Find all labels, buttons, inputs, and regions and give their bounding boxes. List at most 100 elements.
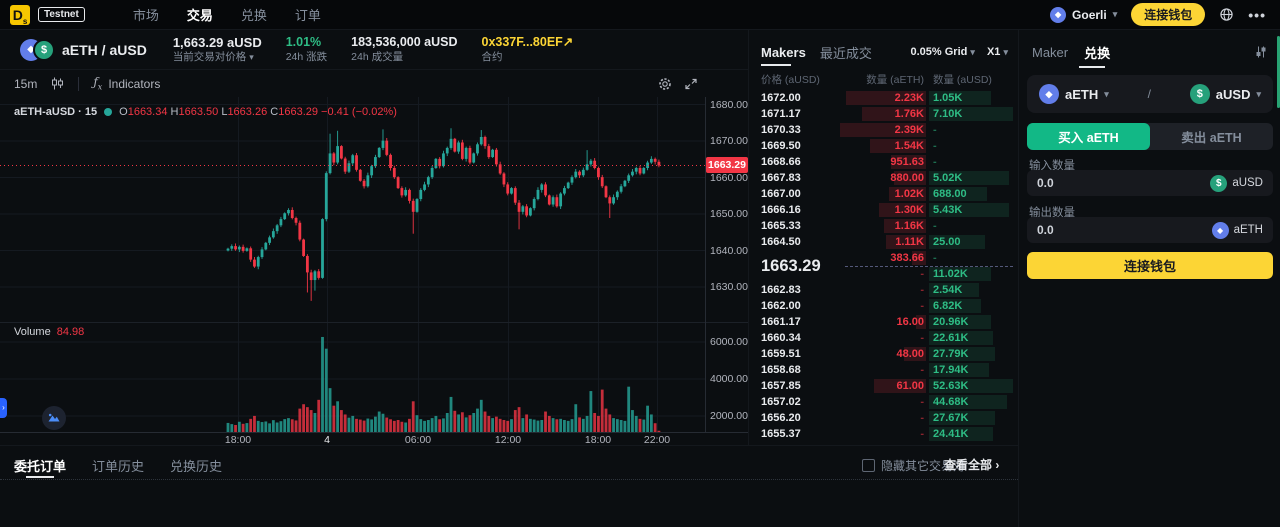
drawing-toolbar-handle[interactable]: › <box>0 398 7 418</box>
orderbook-row-ask[interactable]: 1669.50 1.54K - <box>749 138 1019 154</box>
orderbook-row-bid[interactable]: 1658.68 -17.94K <box>749 362 1019 378</box>
orderbook-row-ask[interactable]: 1667.00 1.02K 688.00 <box>749 186 1019 202</box>
output-amount-field[interactable] <box>1037 223 1177 237</box>
orderbook-row-ask[interactable]: 1664.50 1.11K 25.00 <box>749 234 1019 250</box>
sliders-filter-icon[interactable] <box>1254 45 1268 59</box>
candle-style-icon[interactable] <box>51 77 64 90</box>
orderbook-row-ask[interactable]: 1667.83 880.00 5.02K <box>749 170 1019 186</box>
orderbook-row-ask[interactable]: 383.66- <box>749 250 1019 266</box>
tab-makers[interactable]: Makers <box>761 44 806 60</box>
app-logo[interactable]: Ds <box>10 4 30 25</box>
volume-24h-label: 24h 成交量 <box>351 50 404 63</box>
multiplier-select[interactable]: X1 ▾ <box>986 46 1008 58</box>
input-token-chip: $ aUSD <box>1210 174 1263 192</box>
bid-depth-bar <box>929 203 1009 217</box>
quote-token-select[interactable]: $ aUSD ▾ <box>1189 84 1261 104</box>
ob-price-cell: 1657.85 <box>761 380 801 392</box>
ob-usd-cell: - <box>933 156 937 168</box>
orderbook-row-ask[interactable]: 1668.66 951.63- <box>749 154 1019 170</box>
ob-eth-cell: - <box>920 300 924 312</box>
hide-other-pairs-toggle[interactable]: 隐藏其它交易对 <box>862 457 965 474</box>
time-tick: 12:00 <box>494 434 522 446</box>
nav-item-orders[interactable]: 订单 <box>294 8 321 23</box>
ob-price-cell: 1667.83 <box>761 172 801 184</box>
price-tick: 1680.00 <box>710 98 748 111</box>
legend-change: −0.41 (−0.02%) <box>321 106 397 118</box>
fullscreen-icon[interactable] <box>684 77 698 91</box>
time-axis[interactable]: 18:00 4 06:00 12:00 18:00 22:00 <box>0 434 705 447</box>
makers-tab-underline <box>761 64 791 66</box>
orderbook-row-bid[interactable]: 1655.37 -24.41K <box>749 426 1019 442</box>
ob-usd-cell: 44.68K <box>933 396 969 408</box>
orderbook-row-bid[interactable]: 1662.00 -6.82K <box>749 298 1019 314</box>
input-amount-field[interactable] <box>1037 176 1177 190</box>
view-all-link[interactable]: 查看全部 › <box>944 458 1000 472</box>
bid-depth-bar <box>929 331 993 345</box>
ob-usd-cell: - <box>933 140 937 152</box>
network-selector[interactable]: ◆ Goerli ▾ <box>1050 6 1117 23</box>
connect-wallet-main-button[interactable]: 连接钱包 <box>1027 252 1273 279</box>
tab-open-orders[interactable]: 委托订单 <box>14 459 67 474</box>
ob-eth-cell: - <box>920 284 924 296</box>
chart-canvas[interactable] <box>0 70 748 445</box>
ob-price-cell: 1658.68 <box>761 364 801 376</box>
orderbook-row-ask[interactable]: 1672.00 2.23K 1.05K <box>749 90 1019 106</box>
orders-bottom-panel: 委托订单 订单历史 兑换历史 隐藏其它交易对 查看全部 › <box>0 445 1018 527</box>
orderbook-row-ask[interactable]: 1665.33 1.16K - <box>749 218 1019 234</box>
price-axis[interactable]: 1663.29 1680.00 1670.00 1660.00 1650.00 1640… <box>705 70 748 445</box>
orderbook-header: Makers 最近成交 0.05% Grid ▾ X1 ▾ <box>761 42 1008 66</box>
ob-price-cell: 1662.00 <box>761 300 801 312</box>
tab-swap[interactable]: 兑换 <box>1084 45 1111 61</box>
legend-dot-icon <box>104 108 113 116</box>
input-amount-label: 输入数量 <box>1029 160 1075 172</box>
bid-depth-bar <box>929 267 991 281</box>
volume-tick: 2000.00 <box>710 410 748 422</box>
grid-step-select[interactable]: 0.05% Grid ▾ <box>910 46 975 58</box>
orderbook-row-ask[interactable]: 1671.17 1.76K 7.10K <box>749 106 1019 122</box>
orderbook-row-bid[interactable]: 1660.34 -22.61K <box>749 330 1019 346</box>
orderbook-row-bid[interactable]: 1662.83 -2.54K <box>749 282 1019 298</box>
checkbox-icon[interactable] <box>862 459 875 472</box>
scrollbar-thumb[interactable] <box>1277 36 1280 108</box>
timeframe-button[interactable]: 15m <box>14 76 38 91</box>
bid-depth-bar <box>929 427 993 441</box>
connect-wallet-button[interactable]: 连接钱包 <box>1131 3 1206 26</box>
orderbook-row-ask[interactable]: 1666.16 1.30K 5.43K <box>749 202 1019 218</box>
chart-settings-gear-icon[interactable] <box>658 77 672 91</box>
tab-recent-trades[interactable]: 最近成交 <box>819 45 872 61</box>
orderbook-row-bid[interactable]: 1661.17 16.00 20.96K <box>749 314 1019 330</box>
orderbook-row-bid[interactable]: 1657.85 61.00 52.63K <box>749 378 1019 394</box>
volume-block: 183,536,000 aUSD 24h 成交量 <box>351 35 457 64</box>
orderbook-row-bid[interactable]: 1659.51 48.00 27.79K <box>749 346 1019 362</box>
tradingview-logo[interactable] <box>42 406 66 430</box>
indicators-fx-icon[interactable]: ƒx <box>93 75 103 92</box>
nav-item-markets[interactable]: 市场 <box>132 8 159 23</box>
contract-link[interactable]: 0x337F...80EF↗ <box>481 35 574 50</box>
globe-icon[interactable] <box>1219 7 1234 22</box>
ob-eth-cell: 383.66 <box>890 252 924 264</box>
chart-legend[interactable]: aETH-aUSD · 15 O1663.34 H1663.50 L1663.2… <box>14 106 397 118</box>
sell-button[interactable]: 卖出 aETH <box>1150 123 1273 150</box>
ob-price-cell: 1670.33 <box>761 124 801 136</box>
nav-item-swap[interactable]: 兑换 <box>240 8 267 23</box>
tab-order-history[interactable]: 订单历史 <box>92 459 145 474</box>
ob-price-cell: 1666.16 <box>761 204 801 216</box>
orderbook-row-bid[interactable]: 1656.20 -27.67K <box>749 410 1019 426</box>
ob-price-cell: 1671.17 <box>761 108 801 120</box>
pair-name[interactable]: aETH / aUSD <box>62 41 147 58</box>
buy-button[interactable]: 买入 aETH <box>1027 123 1150 150</box>
indicators-button[interactable]: Indicators <box>108 76 161 91</box>
nav-item-trade[interactable]: 交易 <box>186 8 213 23</box>
orderbook-selects: 0.05% Grid ▾ X1 ▾ <box>910 46 1008 58</box>
open-orders-tab-underline <box>26 476 54 478</box>
tab-swap-history[interactable]: 兑换历史 <box>170 459 223 474</box>
tab-maker[interactable]: Maker <box>1032 44 1069 60</box>
ob-price-cell: 1660.34 <box>761 332 801 344</box>
orderbook-row-ask[interactable]: 1670.33 2.39K - <box>749 122 1019 138</box>
swap-tab-underline <box>1079 66 1105 68</box>
base-token-select[interactable]: ◆ aETH ▾ <box>1039 84 1109 104</box>
more-menu-icon[interactable]: ••• <box>1248 6 1266 23</box>
orderbook-row-bid[interactable]: 1657.02 -44.68K <box>749 394 1019 410</box>
price-block[interactable]: 1,663.29 aUSD 当前交易对价格 ▾ <box>173 35 262 64</box>
orderbook-row-bid[interactable]: -11.02K <box>749 266 1019 282</box>
